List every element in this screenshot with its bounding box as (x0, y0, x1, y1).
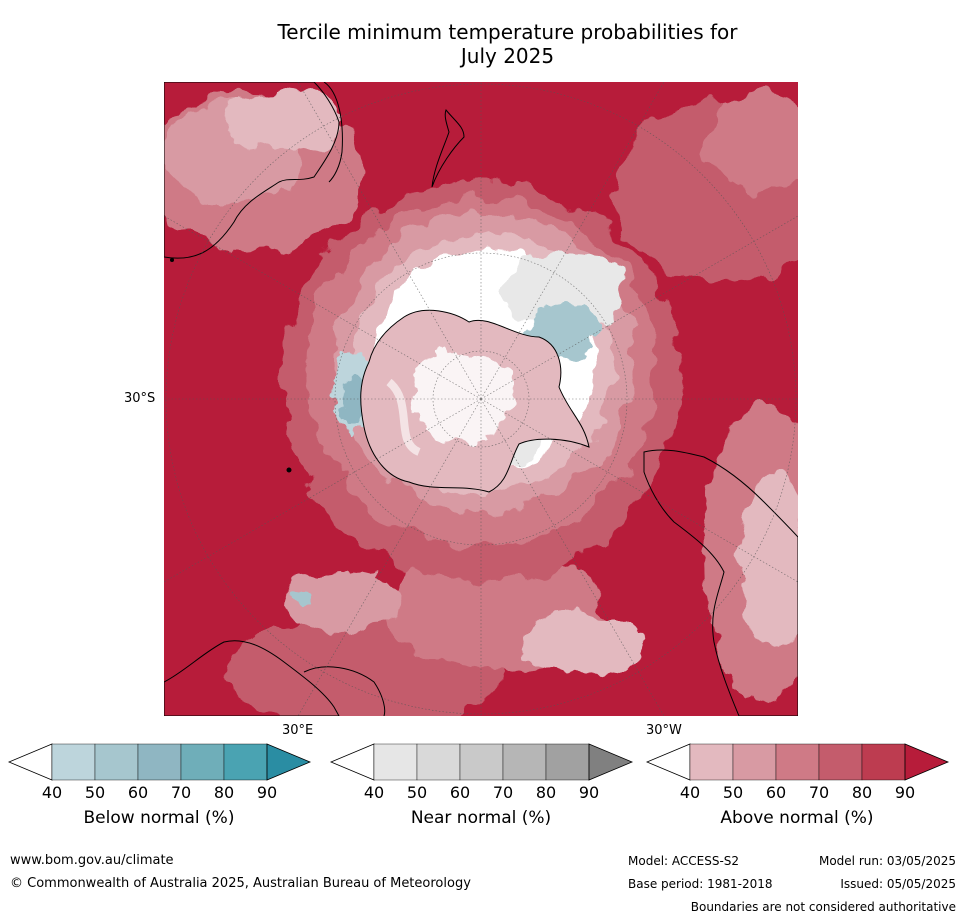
longitude-label-east: 30°E (282, 723, 314, 738)
africa-coastline (164, 640, 340, 716)
colorbar-extend-low (7, 743, 53, 781)
footer-disclaimer: Boundaries are not considered authoritat… (690, 900, 956, 914)
colorbar-segment (775, 743, 820, 781)
colorbar-segment (689, 743, 734, 781)
new-zealand-coastline (431, 109, 465, 188)
colorbar-tick-label: 90 (894, 783, 916, 802)
colorbar-tick-label: 40 (679, 783, 701, 802)
colorbar-near-normal (329, 742, 634, 782)
antarctica-interior (413, 349, 515, 444)
colorbar-tick-label: 70 (170, 783, 192, 802)
colorbar-tick-label: 60 (449, 783, 471, 802)
colorbar-near-ticks: 40 50 60 70 80 90 (331, 783, 631, 803)
polar-map (164, 82, 798, 716)
antarctica (360, 309, 590, 493)
colorbar-extend-low (329, 743, 375, 781)
longitude-label-west: 30°W (646, 723, 682, 738)
colorbar-near-label: Near normal (%) (410, 808, 552, 828)
footer-model: Model: ACCESS-S2 (628, 854, 740, 868)
colorbar-tick-label: 60 (765, 783, 787, 802)
colorbar-segment (861, 743, 906, 781)
footer-issued: Issued: 05/05/2025 (840, 877, 956, 891)
colorbar-tick-label: 40 (41, 783, 63, 802)
footer-base-period: Base period: 1981-2018 (628, 877, 773, 891)
colorbar-segment (459, 743, 504, 781)
colorbar-tick-label: 80 (851, 783, 873, 802)
colorbar-extend-low (645, 743, 691, 781)
colorbar-segment (732, 743, 777, 781)
chart-title: Tercile minimum temperature probabilitie… (0, 20, 965, 68)
colorbar-tick-label: 60 (127, 783, 149, 802)
footer-model-run: Model run: 03/05/2025 (818, 854, 956, 868)
footer-copyright: © Commonwealth of Australia 2025, Austra… (10, 876, 471, 891)
colorbar-extend-high (588, 743, 634, 781)
colorbar-extend-high (266, 743, 312, 781)
colorbar-segment (373, 743, 418, 781)
colorbar-below-ticks: 40 50 60 70 80 90 (9, 783, 309, 803)
colorbar-below-svg (7, 743, 312, 781)
colorbar-segment (818, 743, 863, 781)
map-svg (164, 82, 798, 716)
colorbar-segment (94, 743, 139, 781)
colorbar-above-normal (645, 742, 950, 782)
colorbar-above-label: Above normal (%) (720, 808, 874, 828)
colorbar-tick-label: 80 (213, 783, 235, 802)
colorbar-tick-label: 50 (722, 783, 744, 802)
colorbar-tick-label: 90 (256, 783, 278, 802)
colorbar-segment (502, 743, 547, 781)
colorbar-tick-label: 70 (492, 783, 514, 802)
colorbar-tick-label: 80 (535, 783, 557, 802)
graticule (164, 82, 798, 716)
colorbar-near-svg (329, 743, 634, 781)
latitude-label: 30°S (124, 391, 156, 406)
colorbar-extend-high (904, 743, 950, 781)
footer-website: www.bom.gov.au/climate (10, 853, 174, 868)
colorbar-tick-label: 50 (406, 783, 428, 802)
kerguelen-island (286, 467, 292, 473)
colorbar-segment (416, 743, 461, 781)
colorbar-segment (545, 743, 590, 781)
title-line-1: Tercile minimum temperature probabilitie… (277, 20, 738, 44)
colorbar-above-ticks: 40 50 60 70 80 90 (647, 783, 947, 803)
colorbar-tick-label: 70 (808, 783, 830, 802)
australia-coastline (164, 82, 340, 259)
title-line-2: July 2025 (460, 44, 555, 68)
south-america-coastline (643, 449, 798, 716)
colorbar-tick-label: 50 (84, 783, 106, 802)
colorbar-segment (137, 743, 182, 781)
colorbar-above-svg (645, 743, 950, 781)
colorbar-segment (223, 743, 268, 781)
colorbar-tick-label: 40 (363, 783, 385, 802)
colorbar-segment (51, 743, 96, 781)
colorbar-below-label: Below normal (%) (83, 808, 235, 828)
colorbar-segment (180, 743, 225, 781)
colorbar-below-normal (7, 742, 312, 782)
colorbar-tick-label: 90 (578, 783, 600, 802)
